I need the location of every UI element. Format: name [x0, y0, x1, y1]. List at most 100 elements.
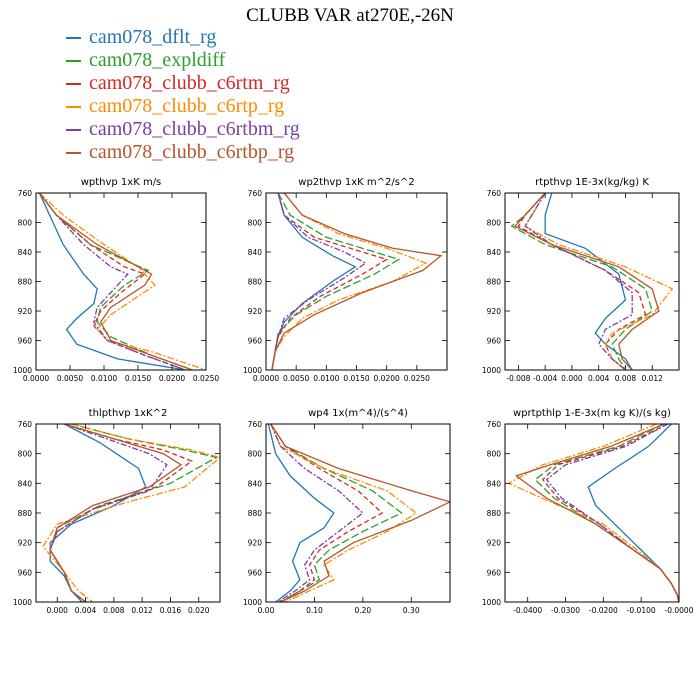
y-tick-label: 880: [18, 509, 33, 518]
x-tick-label: 0.0050: [283, 374, 309, 383]
y-tick-label: 960: [18, 568, 33, 577]
y-tick-label: 840: [18, 479, 33, 488]
series-line: [38, 193, 186, 370]
y-tick-label: 960: [487, 337, 502, 346]
y-tick-label: 880: [487, 278, 502, 287]
y-tick-label: 840: [487, 479, 502, 488]
y-tick-label: 960: [248, 337, 263, 346]
legend-label: cam078_dflt_rg: [89, 26, 217, 48]
x-tick-label: 0.0000: [23, 374, 49, 383]
x-tick-label: -0.0300: [551, 606, 580, 615]
panel-title: wp4 1x(m^4)/(s^4): [308, 408, 408, 419]
x-tick-label: 0.30: [403, 606, 420, 615]
legend-label: cam078_expldiff: [89, 49, 226, 71]
legend-label: cam078_clubb_c6rtbm_rg: [89, 118, 300, 140]
y-tick-label: 760: [18, 420, 33, 429]
x-tick-label: 0.020: [188, 606, 210, 615]
series-line: [270, 424, 364, 602]
y-tick-label: 840: [248, 479, 263, 488]
y-tick-label: 920: [18, 539, 33, 548]
legend-swatch: [66, 128, 81, 131]
legend-item: cam078_dflt_rg: [66, 26, 300, 49]
panel-title: thlpthvp 1xK^2: [89, 408, 168, 419]
series-line: [507, 424, 679, 602]
x-tick-label: 0.000: [561, 374, 583, 383]
series-line: [270, 424, 384, 602]
y-tick-label: 800: [487, 219, 502, 228]
chart-panel: thlpthvp 1xK^2 0.000 0.004 0.008 0.012 0.016 0…: [13, 408, 221, 615]
panel-title: wpthvp 1xK m/s: [81, 177, 162, 188]
y-tick-label: 840: [18, 248, 33, 257]
series-group: [510, 193, 674, 370]
panel-title: rtpthvp 1E-3x(kg/kg) K: [535, 177, 649, 188]
legend-label: cam078_clubb_c6rtp_rg: [89, 95, 285, 117]
y-tick-label: 880: [487, 509, 502, 518]
legend-item: cam078_clubb_c6rtbp_rg: [66, 141, 300, 164]
y-tick-label: 880: [248, 509, 263, 518]
x-tick-label: 0.0050: [57, 374, 83, 383]
series-line: [49, 424, 168, 602]
y-tick-label: 920: [487, 307, 502, 316]
series-line: [271, 193, 401, 370]
x-tick-label: 0.0250: [193, 374, 219, 383]
series-line: [513, 193, 660, 370]
series-line: [270, 424, 450, 602]
y-tick-label: 840: [248, 248, 263, 257]
x-tick-label: 0.012: [641, 374, 663, 383]
series-group: [267, 424, 450, 602]
x-tick-label: 0.0200: [374, 374, 400, 383]
legend-swatch: [66, 59, 81, 62]
legend-swatch: [66, 82, 81, 85]
y-tick-label: 760: [487, 420, 502, 429]
series-line: [524, 193, 633, 370]
y-tick-label: 760: [248, 420, 263, 429]
y-tick-label: 880: [18, 278, 33, 287]
series-group: [42, 424, 220, 602]
series-line: [271, 193, 367, 370]
x-tick-label: 0.0200: [159, 374, 185, 383]
series-line: [524, 193, 674, 370]
y-tick-label: 800: [18, 219, 33, 228]
x-tick-label: 0.016: [160, 606, 182, 615]
y-tick-label: 760: [487, 189, 502, 198]
y-tick-label: 840: [487, 248, 502, 257]
series-group: [271, 193, 443, 370]
series-line: [42, 424, 220, 602]
series-line: [267, 424, 335, 602]
plot-frame: [504, 192, 680, 371]
series-line: [270, 424, 418, 602]
x-tick-label: 0.004: [75, 606, 97, 615]
series-line: [38, 193, 193, 370]
series-line: [510, 193, 653, 370]
y-tick-label: 1000: [243, 598, 262, 607]
y-tick-label: 800: [248, 219, 263, 228]
series-line: [49, 424, 194, 602]
series-line: [270, 424, 403, 602]
x-tick-label: -0.0200: [589, 606, 618, 615]
series-line: [517, 193, 647, 370]
y-tick-label: 960: [487, 568, 502, 577]
chart-panel: wpthvp 1xK m/s 0.0000 0.0050 0.0100 0.0150 0.…: [13, 177, 219, 383]
y-tick-label: 1000: [13, 366, 32, 375]
series-line: [545, 424, 679, 602]
series-line: [271, 193, 443, 370]
plot-frame: [504, 423, 680, 603]
x-tick-label: 0.00: [258, 606, 275, 615]
plot-frame: [265, 192, 448, 371]
legend-swatch: [66, 151, 81, 154]
series-line: [49, 424, 183, 602]
x-tick-label: 0.004: [588, 374, 610, 383]
y-tick-label: 920: [248, 307, 263, 316]
x-tick-label: -0.008: [506, 374, 530, 383]
x-tick-label: -0.0100: [627, 606, 656, 615]
legend-label: cam078_clubb_c6rtbp_rg: [89, 141, 295, 163]
series-line: [544, 193, 633, 370]
y-tick-label: 960: [18, 337, 33, 346]
y-tick-label: 920: [487, 539, 502, 548]
series-line: [38, 193, 186, 370]
series-line: [38, 193, 206, 370]
x-tick-label: 0.0250: [404, 374, 430, 383]
x-tick-label: 0.000: [46, 606, 68, 615]
y-tick-label: 800: [487, 450, 502, 459]
